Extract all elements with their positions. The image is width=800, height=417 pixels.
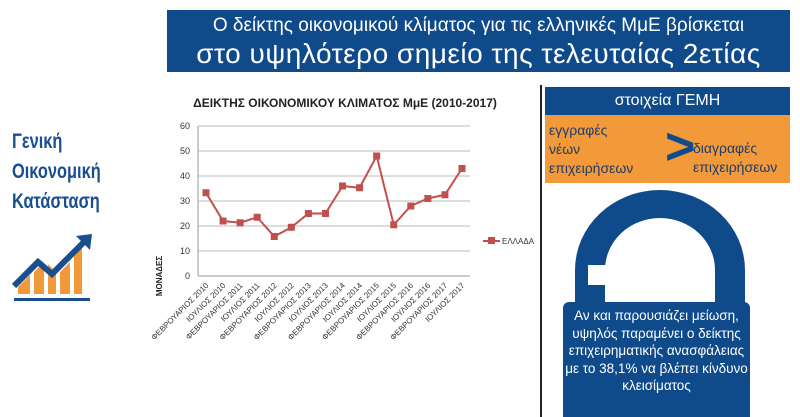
data-point bbox=[236, 219, 244, 227]
y-tick-label: 40 bbox=[180, 171, 190, 181]
data-point bbox=[202, 189, 210, 197]
headline-line-2: στο υψηλότερο σημείο της τελευταίας 2ετί… bbox=[196, 38, 761, 69]
data-point bbox=[424, 195, 432, 202]
y-tick-label: 10 bbox=[180, 246, 190, 256]
legend-marker bbox=[488, 237, 495, 244]
text-line: νέων bbox=[549, 141, 581, 157]
data-point bbox=[287, 223, 295, 231]
section-title-line: Κατάσταση bbox=[12, 190, 100, 213]
y-tick-label: 0 bbox=[185, 271, 190, 281]
section-title: Γενική Οικονομική Κατάσταση bbox=[12, 127, 101, 217]
data-point bbox=[356, 184, 364, 192]
legend-label: ΕΛΛΑΔΑ bbox=[502, 237, 535, 246]
data-point bbox=[373, 152, 381, 160]
line-chart: ΔΕΙΚΤΗΣ ΟΙΚΟΝΟΜΙΚΟΥ ΚΛΙΜΑΤΟΣ ΜμΕ (2010-2… bbox=[150, 96, 535, 342]
data-point bbox=[270, 233, 278, 240]
y-tick-label: 60 bbox=[180, 121, 190, 131]
greater-than-sign: > bbox=[665, 118, 696, 176]
divider bbox=[540, 85, 542, 417]
text-line: εγγραφές bbox=[549, 122, 608, 138]
data-point bbox=[219, 217, 227, 225]
registrations-comparison: εγγραφές νέων επιχειρήσεων > διαγραφές ε… bbox=[545, 115, 790, 183]
y-tick-label: 20 bbox=[180, 221, 190, 231]
data-point bbox=[407, 202, 415, 210]
data-point bbox=[390, 221, 398, 229]
chart-title: ΔΕΙΚΤΗΣ ΟΙΚΟΝΟΜΙΚΟΥ ΚΛΙΜΑΤΟΣ ΜμΕ (2010-2… bbox=[193, 96, 497, 110]
y-axis-label: ΜΟΝΑΔΕΣ bbox=[155, 256, 164, 297]
text-line: επιχειρήσεων bbox=[693, 159, 778, 175]
insecurity-info-box: Αν και παρουσιάζει μείωση, υψηλός παραμέ… bbox=[563, 302, 750, 417]
padlock-icon bbox=[575, 190, 745, 305]
registrations-text: εγγραφές νέων επιχειρήσεων bbox=[549, 121, 633, 178]
text-line: διαγραφές bbox=[693, 140, 758, 156]
section-title-line: Οικονομική bbox=[12, 160, 101, 183]
deletions-text: διαγραφές επιχειρήσεων bbox=[693, 139, 777, 177]
text-line: επιχειρήσεων bbox=[549, 160, 634, 176]
data-point bbox=[458, 165, 466, 172]
data-point bbox=[253, 213, 261, 221]
y-tick-label: 50 bbox=[180, 146, 190, 156]
headline-banner: Ο δείκτης οικονομικού κλίματος για τις ε… bbox=[167, 10, 790, 72]
section-title-line: Γενική bbox=[12, 130, 63, 153]
data-point bbox=[321, 210, 329, 217]
y-tick-label: 30 bbox=[180, 196, 190, 206]
gemh-title: στοιχεία ΓΕΜΗ bbox=[545, 87, 790, 115]
series-line bbox=[205, 153, 463, 238]
headline-line-1: Ο δείκτης οικονομικού κλίματος για τις ε… bbox=[212, 15, 745, 36]
data-point bbox=[304, 210, 312, 217]
growth-chart-icon bbox=[11, 234, 92, 301]
legend: ΕΛΛΑΔΑ bbox=[483, 237, 535, 246]
data-point bbox=[339, 182, 347, 190]
data-point bbox=[441, 191, 449, 199]
